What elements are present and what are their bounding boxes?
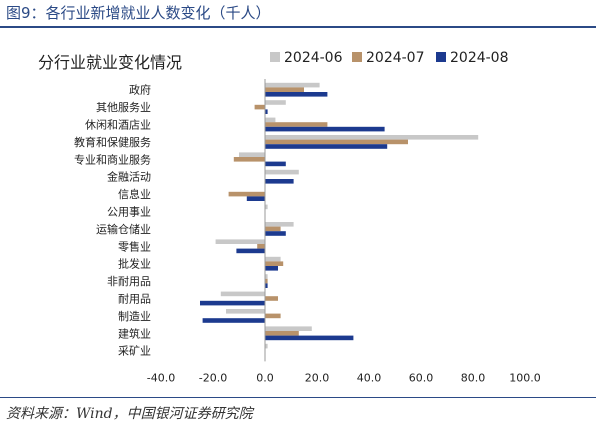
chart-title: 分行业就业变化情况 [38, 53, 182, 72]
bar-2024-06-其他服务业 [265, 100, 286, 105]
bar-2024-06-采矿业 [265, 343, 268, 349]
bar-2024-08-休闲和酒店业 [265, 126, 385, 132]
bar-2024-08-建筑业 [265, 335, 354, 341]
bar-2024-06-批发业 [265, 256, 281, 262]
bar-2024-07-建筑业 [265, 331, 299, 336]
legend-swatch-2024-07 [352, 52, 362, 62]
x-tick-label: 100.0 [509, 371, 541, 384]
bar-2024-07-非耐用品 [265, 278, 268, 284]
bar-2024-08-非耐用品 [265, 283, 268, 288]
bar-2024-07-批发业 [265, 261, 284, 266]
legend-label-2024-07: 2024-07 [366, 50, 425, 66]
bar-2024-07-休闲和酒店业 [265, 122, 328, 127]
category-label: 耐用品 [118, 293, 151, 306]
bar-2024-06-休闲和酒店业 [265, 117, 276, 123]
bar-2024-08-零售业 [236, 248, 265, 254]
bar-2024-07-专业和商业服务 [233, 157, 265, 162]
category-label: 政府 [129, 83, 151, 97]
bar-2024-07-教育和保健服务 [265, 139, 408, 145]
bar-2024-08-运输仓储业 [265, 231, 286, 236]
bar-2024-08-耐用品 [200, 300, 265, 306]
bar-2024-06-教育和保健服务 [265, 135, 479, 140]
legend: 2024-06 2024-07 2024-08 [270, 50, 509, 66]
bar-2024-06-公用事业 [265, 204, 268, 210]
top-rule [0, 26, 596, 28]
bar-2024-08-批发业 [265, 266, 278, 271]
category-label: 建筑业 [118, 326, 151, 340]
bars-group [200, 82, 479, 349]
legend-swatch-2024-08 [436, 52, 446, 62]
category-label: 教育和保健服务 [74, 135, 151, 149]
bar-2024-06-非耐用品 [265, 274, 268, 279]
category-label: 公用事业 [107, 206, 151, 219]
category-label: 采矿业 [118, 345, 151, 358]
category-label: 运输仓储业 [96, 222, 151, 236]
x-tick-label: -20.0 [199, 371, 227, 384]
x-axis: -40.0 -20.0 0.0 20.0 40.0 60.0 80.0 100.0 [147, 371, 541, 384]
bottom-rule [0, 397, 596, 398]
bar-2024-08-专业和商业服务 [265, 161, 286, 167]
category-label: 零售业 [118, 239, 151, 253]
bar-2024-06-零售业 [215, 239, 265, 244]
bar-2024-06-建筑业 [265, 326, 312, 331]
legend-label-2024-08: 2024-08 [450, 50, 509, 66]
legend-label-2024-06: 2024-06 [284, 50, 343, 66]
bar-2024-07-耐用品 [265, 296, 278, 301]
bar-2024-08-其他服务业 [265, 109, 268, 114]
x-tick-label: 20.0 [305, 371, 330, 384]
bar-2024-08-教育和保健服务 [265, 144, 388, 149]
x-tick-label: 40.0 [357, 371, 382, 384]
bar-2024-07-零售业 [257, 244, 265, 249]
category-labels: 政府其他服务业休闲和酒店业教育和保健服务专业和商业服务金融活动信息业公用事业运输… [74, 83, 151, 358]
bar-2024-06-运输仓储业 [265, 222, 294, 227]
figure-title: 图9：各行业新增就业人数变化（千人） [6, 4, 271, 22]
bar-2024-06-耐用品 [220, 291, 265, 297]
bar-2024-08-信息业 [246, 196, 265, 201]
bar-2024-06-专业和商业服务 [239, 152, 265, 157]
bar-2024-08-政府 [265, 92, 328, 97]
bar-2024-06-政府 [265, 82, 320, 88]
x-tick-label: -40.0 [147, 371, 175, 384]
bar-2024-06-金融活动 [265, 169, 299, 175]
x-tick-label: 60.0 [409, 371, 434, 384]
x-tick-label: 0.0 [256, 371, 274, 384]
category-label: 其他服务业 [96, 101, 151, 114]
category-label: 专业和商业服务 [74, 152, 151, 166]
category-label: 制造业 [118, 309, 151, 323]
category-label: 批发业 [118, 257, 151, 271]
source-note: 资料来源：Wind，中国银河证券研究院 [6, 406, 253, 422]
bar-2024-07-制造业 [265, 313, 281, 319]
bar-2024-08-制造业 [202, 318, 265, 323]
bar-2024-07-政府 [265, 87, 304, 92]
category-label: 休闲和酒店业 [85, 118, 151, 132]
bar-2024-08-金融活动 [265, 179, 294, 184]
bar-2024-06-制造业 [226, 309, 265, 314]
category-label: 信息业 [118, 187, 151, 201]
bar-2024-07-其他服务业 [254, 104, 265, 110]
category-label: 金融活动 [107, 170, 151, 184]
legend-swatch-2024-06 [270, 52, 280, 62]
bar-chart: 分行业就业变化情况 2024-06 2024-07 2024-08 政府其他服务业休… [38, 50, 541, 384]
bar-2024-07-信息业 [228, 191, 265, 197]
bar-2024-07-运输仓储业 [265, 226, 281, 232]
category-label: 非耐用品 [107, 275, 151, 288]
x-tick-label: 80.0 [461, 371, 486, 384]
